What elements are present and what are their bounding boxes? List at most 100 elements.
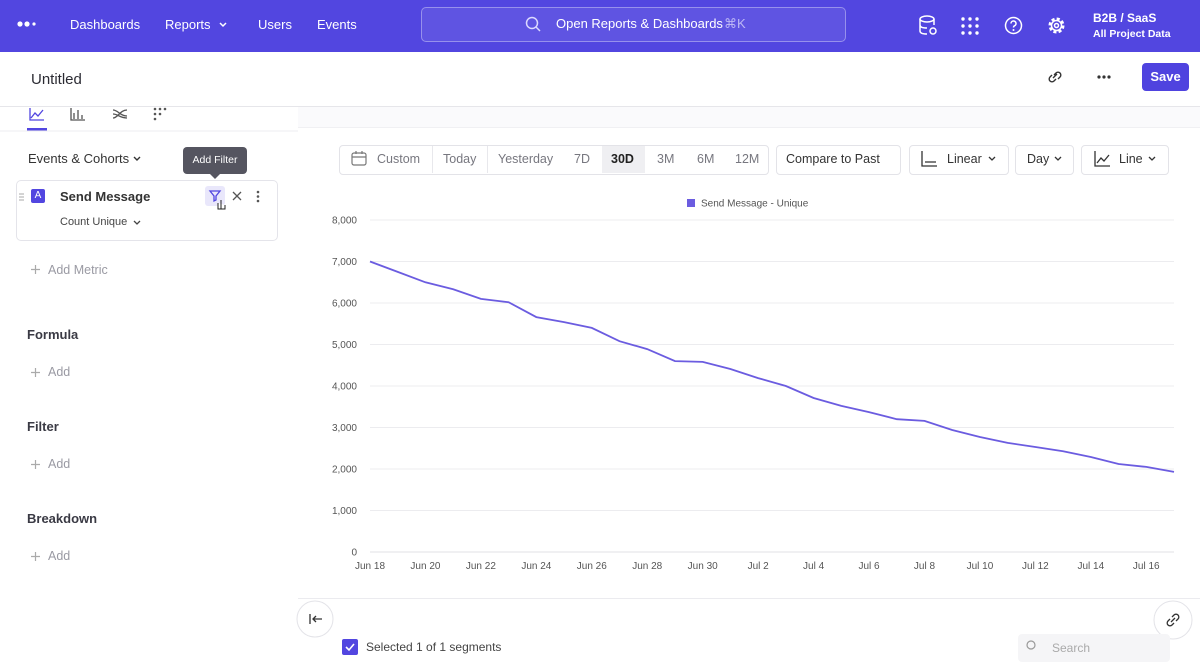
interval-label: Day — [1027, 152, 1050, 166]
main-top — [298, 107, 1200, 128]
x-tick-label: Jul 4 — [803, 561, 825, 572]
range-button[interactable]: 6M — [697, 152, 715, 166]
help-icon[interactable] — [1004, 16, 1024, 36]
share-button[interactable] — [1153, 600, 1195, 642]
chart-type-button[interactable] — [1081, 145, 1169, 175]
events-heading[interactable]: Events & Cohorts — [28, 151, 130, 166]
divider — [298, 598, 1200, 599]
nav-item[interactable]: Reports — [165, 17, 211, 32]
chevron — [133, 156, 141, 161]
tooltip-arrow — [210, 174, 220, 179]
nav-item[interactable]: Users — [258, 17, 292, 32]
data-icon[interactable] — [918, 15, 938, 37]
search-icon — [1026, 640, 1036, 650]
collapse-button[interactable] — [296, 600, 336, 640]
shortcut: ⌘K — [724, 16, 746, 31]
x-tick-label: Jun 24 — [521, 561, 551, 572]
menu-icon[interactable] — [256, 190, 260, 203]
plus-icon — [31, 265, 40, 274]
nav-item[interactable]: Dashboards — [70, 17, 141, 32]
tab-flows[interactable] — [112, 109, 128, 119]
x-tick-label: Jul 16 — [1133, 561, 1160, 572]
section-add[interactable]: Add — [48, 457, 71, 471]
scale-icon — [921, 151, 937, 167]
y-tick-label: 2,000 — [332, 465, 357, 476]
tab-funnels[interactable] — [70, 108, 85, 121]
range-button[interactable]: 3M — [657, 152, 675, 166]
line-icon — [1094, 151, 1110, 167]
compare-button[interactable] — [776, 145, 901, 175]
view-tabs — [0, 107, 298, 132]
settings-icon[interactable] — [1047, 16, 1067, 36]
plus-icon — [31, 368, 40, 377]
y-tick-label: 3,000 — [332, 423, 357, 434]
search-icon — [525, 16, 541, 32]
tab-retention[interactable] — [153, 107, 167, 121]
x-tick-label: Jul 2 — [748, 561, 770, 572]
plus-path — [31, 368, 40, 377]
x-tick-label: Jun 26 — [577, 561, 607, 572]
search-placeholder: Search — [1052, 641, 1091, 655]
apps-icon[interactable] — [961, 17, 979, 35]
tab-insights[interactable] — [29, 108, 44, 121]
range-button[interactable]: 12M — [735, 152, 760, 166]
project-name[interactable]: B2B / SaaS — [1093, 11, 1157, 25]
x-tick-label: Jul 12 — [1022, 561, 1049, 572]
plus-path — [31, 460, 40, 469]
scale-button[interactable] — [909, 145, 1009, 175]
event-name[interactable]: Send Message — [60, 189, 151, 204]
x-tick-label: Jun 22 — [466, 561, 496, 572]
x-tick-label: Jun 18 — [355, 561, 385, 572]
separator — [432, 146, 433, 173]
range-button[interactable]: 30D — [611, 152, 634, 166]
scale-label: Linear — [947, 152, 982, 166]
y-tick-label: 4,000 — [332, 382, 357, 393]
search-text: Open Reports & Dashboards — [556, 16, 723, 31]
y-tick-label: 6,000 — [332, 299, 357, 310]
filter-button[interactable] — [205, 186, 227, 212]
x-tick-label: Jul 8 — [914, 561, 936, 572]
metric-letter: A — [31, 189, 45, 203]
link-icon[interactable] — [1047, 70, 1063, 84]
range-button[interactable]: Today — [443, 152, 477, 166]
plus-path — [31, 552, 40, 561]
range-button[interactable]: Custom — [377, 152, 421, 166]
separator — [487, 146, 488, 173]
range-group — [339, 145, 769, 175]
more-icon[interactable] — [1097, 75, 1111, 79]
chevron — [1054, 156, 1062, 161]
y-tick-label: 8,000 — [332, 216, 357, 227]
measure[interactable]: Count Unique — [60, 216, 128, 228]
selection-text: Selected 1 of 1 segments — [366, 640, 502, 654]
section-add[interactable]: Add — [48, 549, 71, 563]
y-tick-label: 0 — [351, 548, 357, 559]
section-title: Filter — [27, 419, 59, 434]
x-tick-label: Jun 20 — [410, 561, 440, 572]
interval-button[interactable] — [1015, 145, 1074, 175]
calendar-icon — [351, 151, 367, 166]
drag-handle[interactable] — [19, 193, 24, 201]
search-input[interactable] — [1018, 634, 1170, 662]
range-button[interactable]: Yesterday — [498, 152, 554, 166]
section-add[interactable]: Add — [48, 365, 71, 379]
report-header — [0, 52, 1200, 107]
x-tick-label: Jul 10 — [967, 561, 994, 572]
search-box[interactable]: Open Reports & Dashboards ⌘K — [421, 7, 846, 42]
y-tick-label: 5,000 — [332, 340, 357, 351]
segments-checkbox[interactable] — [342, 639, 358, 655]
y-tick-label: 7,000 — [332, 257, 357, 268]
save-button[interactable]: Save — [1142, 63, 1189, 91]
plus-icon — [31, 552, 40, 561]
chevron — [988, 156, 996, 161]
range-button[interactable]: 7D — [574, 152, 590, 166]
chart: 0 1,000 2,000 3,000 4,000 5,000 6,000 7,000 8,00… — [332, 199, 1175, 572]
y-tick-label: 1,000 — [332, 506, 357, 517]
remove-icon[interactable] — [232, 191, 242, 201]
nav-item[interactable]: Events — [317, 17, 357, 32]
add-metric[interactable]: Add Metric — [48, 263, 108, 277]
legend-swatch — [687, 199, 695, 207]
report-title[interactable]: Untitled — [31, 71, 82, 88]
logo[interactable] — [17, 20, 39, 28]
section-title: Breakdown — [27, 511, 98, 526]
